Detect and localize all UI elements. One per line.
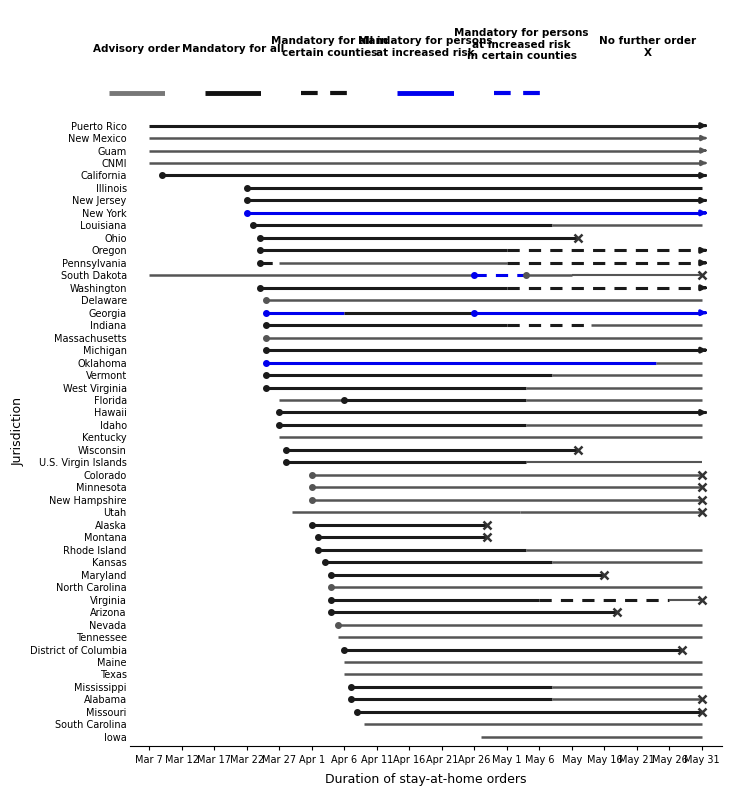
Text: Advisory order: Advisory order xyxy=(93,44,181,54)
X-axis label: Duration of stay-at-home orders: Duration of stay-at-home orders xyxy=(325,773,526,786)
Text: Mandatory for all in
certain counties: Mandatory for all in certain counties xyxy=(271,36,388,58)
Text: Mandatory for all: Mandatory for all xyxy=(182,44,284,54)
Text: Mandatory for persons
at increased risk: Mandatory for persons at increased risk xyxy=(358,36,493,58)
Y-axis label: Jurisdiction: Jurisdiction xyxy=(11,397,24,466)
Text: Mandatory for persons
at increased risk
in certain counties: Mandatory for persons at increased risk … xyxy=(454,28,589,61)
Text: No further order
X: No further order X xyxy=(599,36,696,58)
